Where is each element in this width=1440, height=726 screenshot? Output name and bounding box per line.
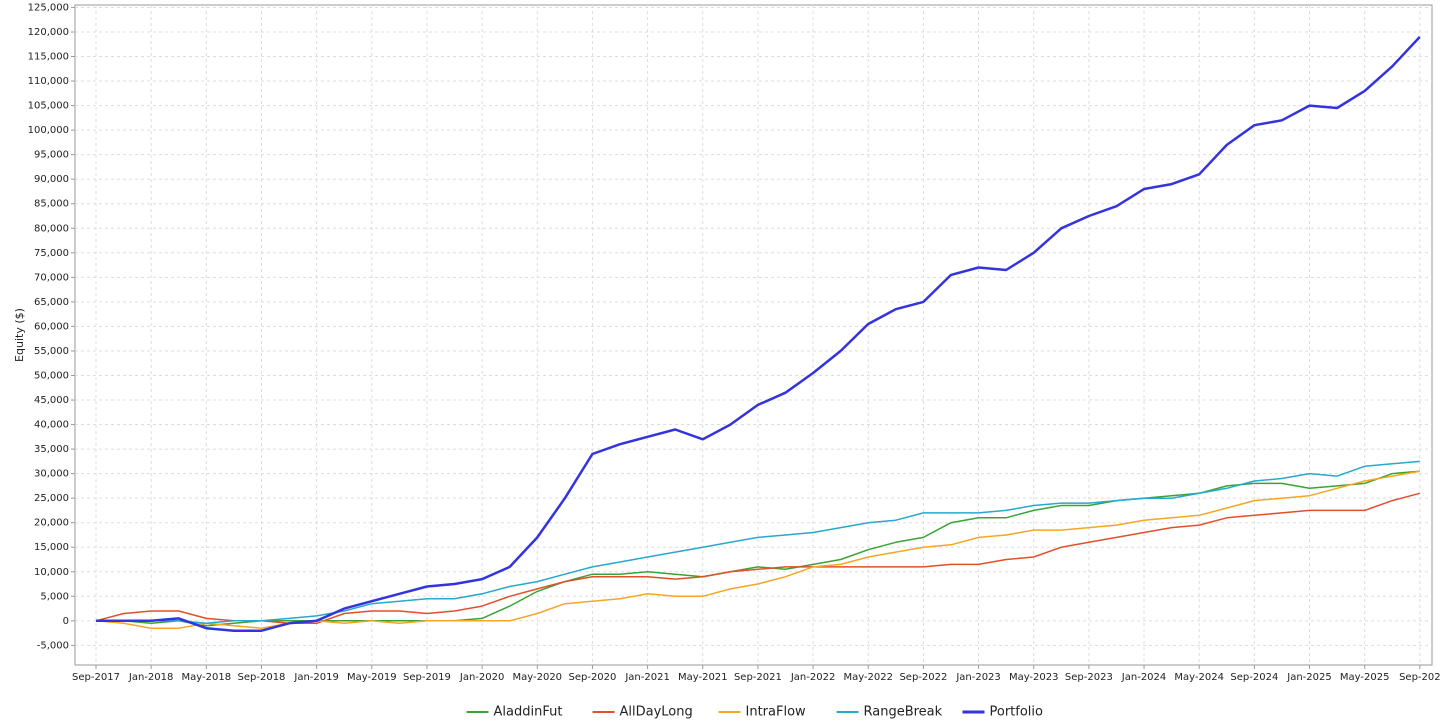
x-tick-label: Jan-2020 [459, 672, 504, 683]
x-tick-label: Sep-2023 [1065, 672, 1113, 683]
y-tick-label: 80,000 [34, 223, 69, 234]
x-tick-label: Sep-2024 [1230, 672, 1278, 683]
y-tick-label: 115,000 [28, 52, 69, 63]
x-tick-label: Sep-2019 [403, 672, 451, 683]
legend-label: RangeBreak [864, 705, 943, 720]
x-tick-label: Sep-2022 [899, 672, 947, 683]
y-tick-label: 55,000 [34, 346, 69, 357]
y-tick-label: 110,000 [28, 76, 69, 87]
series-line [96, 460, 1420, 625]
y-tick-label: 40,000 [34, 420, 69, 431]
y-tick-label: 35,000 [34, 444, 69, 455]
y-tick-label: 95,000 [34, 150, 69, 161]
x-tick-label: May-2018 [182, 672, 232, 683]
y-tick-label: 45,000 [34, 395, 69, 406]
y-tick-label: 65,000 [34, 297, 69, 308]
y-tick-label: 90,000 [34, 174, 69, 185]
x-tick-label: May-2021 [678, 672, 728, 683]
y-tick-label: 75,000 [34, 248, 69, 259]
legend-label: AllDayLong [620, 705, 693, 720]
y-tick-label: -5,000 [37, 640, 69, 651]
x-tick-label: Jan-2021 [624, 672, 669, 683]
y-tick-label: 50,000 [34, 370, 69, 381]
x-tick-label: May-2025 [1340, 672, 1390, 683]
x-tick-label: Jan-2024 [1121, 672, 1166, 683]
y-tick-label: 20,000 [34, 518, 69, 529]
x-tick-label: Jan-2023 [955, 672, 1000, 683]
legend-label: IntraFlow [746, 705, 807, 720]
x-tick-label: May-2019 [347, 672, 397, 683]
y-tick-label: 120,000 [28, 27, 69, 38]
x-tick-label: Jan-2022 [790, 672, 835, 683]
y-tick-label: 0 [63, 616, 69, 627]
x-tick-label: Sep-2020 [568, 672, 616, 683]
y-tick-label: 30,000 [34, 469, 69, 480]
x-tick-label: Jan-2018 [128, 672, 173, 683]
y-tick-label: 85,000 [34, 199, 69, 210]
y-tick-label: 60,000 [34, 321, 69, 332]
series-line [96, 36, 1421, 632]
x-tick-label: May-2024 [1174, 672, 1224, 683]
y-tick-label: 25,000 [34, 493, 69, 504]
plot-area [74, 4, 1433, 666]
y-tick-label: 125,000 [28, 2, 69, 13]
x-tick-label: Sep-2018 [238, 672, 286, 683]
x-tick-label: Jan-2019 [293, 672, 338, 683]
y-axis-label: Equity ($) [13, 308, 26, 362]
y-tick-label: 100,000 [28, 125, 69, 136]
x-tick-label: Sep-2021 [734, 672, 782, 683]
x-tick-label: Sep-202 [1399, 672, 1440, 683]
legend-label: AladdinFut [494, 705, 563, 720]
y-tick-label: 70,000 [34, 272, 69, 283]
y-tick-label: 105,000 [28, 101, 69, 112]
series-line [95, 492, 1420, 625]
y-tick-label: 5,000 [40, 591, 69, 602]
x-tick-label: May-2020 [512, 672, 562, 683]
legend-label: Portfolio [990, 705, 1044, 720]
y-tick-label: 15,000 [34, 542, 69, 553]
x-tick-label: Jan-2025 [1286, 672, 1331, 683]
x-tick-label: Sep-2017 [72, 672, 120, 683]
y-tick-label: 10,000 [34, 567, 69, 578]
x-tick-label: May-2022 [843, 672, 893, 683]
x-tick-label: May-2023 [1009, 672, 1059, 683]
